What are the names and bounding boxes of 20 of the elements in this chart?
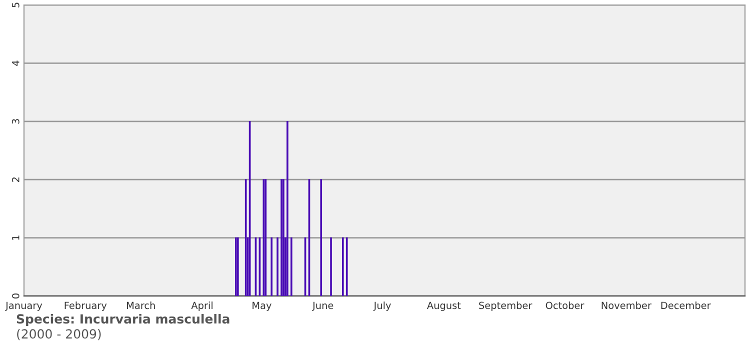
x-tick-label: March: [127, 302, 155, 310]
y-tick-label: 3: [12, 119, 20, 124]
y-tick-label: 1: [12, 236, 20, 240]
y-tick-label: 5: [12, 2, 20, 8]
y-tick-label: 2: [12, 177, 20, 182]
x-tick-label: January: [5, 302, 42, 311]
x-tick-label: August: [426, 302, 461, 311]
y-tick-label: 4: [12, 60, 20, 66]
text: Species: Incurvaria masculella: [16, 314, 230, 326]
x-tick-label: September: [479, 302, 532, 311]
x-tick-label: November: [602, 302, 652, 310]
x-tick-label: May: [252, 302, 272, 311]
x-tick-label: October: [546, 302, 584, 310]
text: (2000 - 2009): [17, 328, 101, 340]
x-tick-label: July: [373, 302, 391, 311]
x-tick-label: February: [64, 302, 107, 311]
x-tick-label: June: [312, 302, 334, 311]
x-tick-label: December: [661, 302, 711, 310]
y-tick-label: 0: [12, 294, 20, 298]
x-tick-label: April: [191, 302, 212, 311]
